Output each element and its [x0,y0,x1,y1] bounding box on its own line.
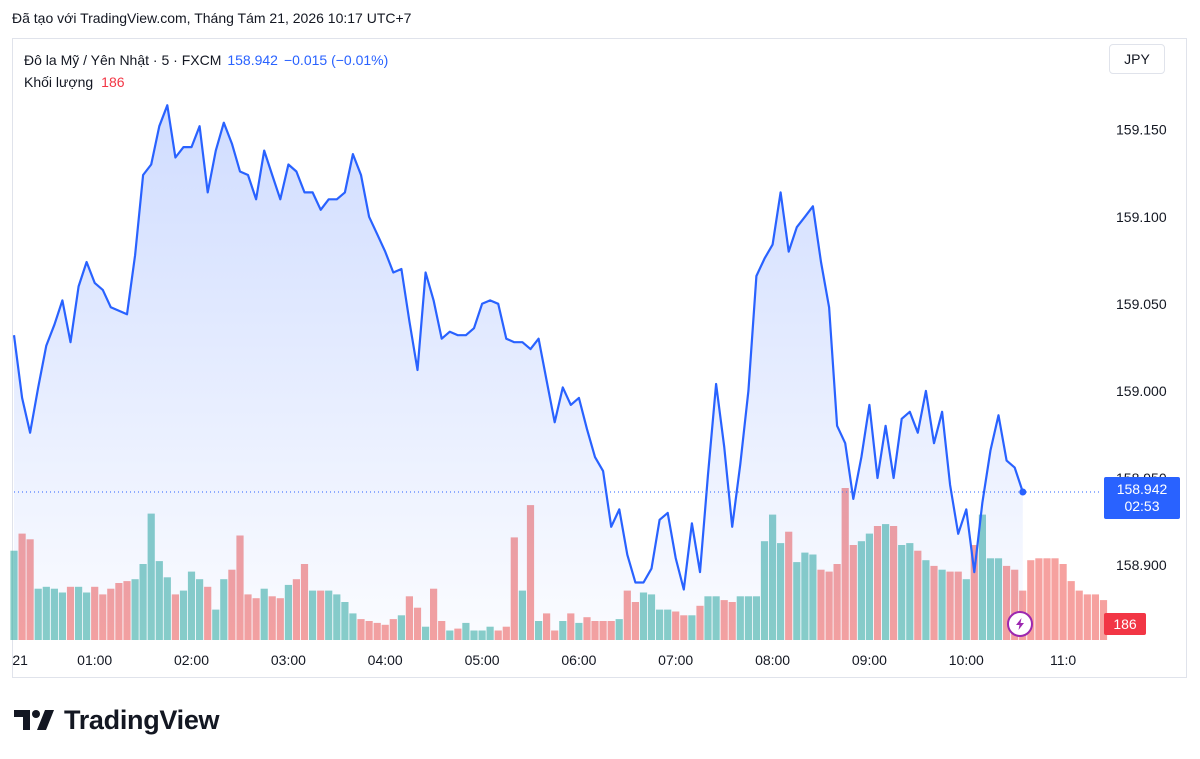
time-tick-label: 01:00 [77,652,112,668]
brand-name: TradingView [64,704,220,735]
volume-bar [1027,560,1035,640]
price-tick-label: 158.900 [1116,557,1167,573]
time-tick-label: 07:00 [658,652,693,668]
price-tag-value: 158.942 [1116,481,1168,497]
tradingview-logo[interactable]: TradingView [14,704,220,736]
chart-legend: Đô la Mỹ / Yên Nhật · 5 · FXCM 158.942 −0.… [24,49,388,93]
volume-bar [1067,581,1075,640]
volume-bar [1051,558,1059,640]
volume-bar [1059,564,1067,640]
symbol-title[interactable]: Đô la Mỹ / Yên Nhật · 5 · FXCM [24,52,222,68]
legend-price: 158.942 [227,52,278,68]
time-tick-label: 03:00 [271,652,306,668]
volume-bar [1099,600,1108,640]
legend-change: −0.015 (−0.01%) [283,52,389,68]
price-tag-countdown: 02:53 [1124,498,1160,514]
volume-bar [1083,594,1091,640]
time-tick-label: 21 [12,652,28,668]
price-tag: 158.942 02:53 [1104,477,1180,519]
time-tick-label: 09:00 [852,652,887,668]
volume-bar [1075,590,1083,640]
price-area-fill [14,105,1023,641]
volume-bar [1043,558,1051,640]
currency-button[interactable]: JPY [1109,44,1165,74]
price-tick-label: 159.150 [1116,122,1167,138]
volume-bar [1091,594,1099,640]
time-tick-label: 04:00 [368,652,403,668]
time-tick-label: 08:00 [755,652,790,668]
volume-tag: 186 [1104,613,1146,635]
time-tick-label: 02:00 [174,652,209,668]
time-tick-label: 10:00 [949,652,984,668]
time-axis: 21 01:00 02:00 03:00 04:00 05:00 06:00 07:00 08:… [12,652,1076,668]
time-tick-label: 06:00 [561,652,596,668]
chart-frame[interactable] [12,38,1187,678]
price-tick-label: 159.050 [1116,296,1167,312]
tradingview-logo-icon [14,710,54,730]
lightning-icon[interactable] [1007,611,1033,637]
volume-bar [1035,558,1043,640]
volume-bar [10,550,18,640]
time-tick-label: 11:0 [1050,652,1076,668]
last-price-dot [1019,488,1027,496]
time-tick-label: 05:00 [465,652,500,668]
price-tick-label: 159.000 [1116,383,1167,399]
volume-value: 186 [101,74,125,90]
price-tick-label: 159.100 [1116,209,1167,225]
chart-caption: Đã tạo với TradingView.com, Tháng Tám 21… [12,10,412,26]
volume-label[interactable]: Khối lượng [24,74,94,90]
